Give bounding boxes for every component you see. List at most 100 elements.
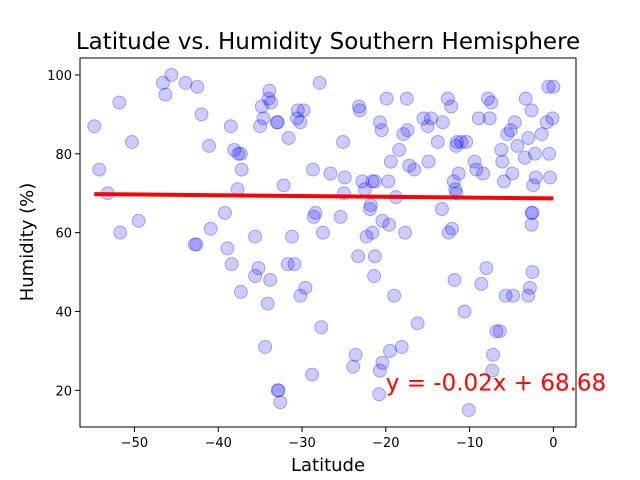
data-point — [233, 146, 248, 161]
data-point — [435, 115, 450, 130]
regression-line — [94, 192, 554, 201]
data-point — [306, 209, 321, 224]
data-point — [524, 217, 539, 232]
data-point — [372, 115, 387, 130]
data-point — [381, 174, 396, 189]
data-point — [528, 170, 543, 185]
data-point — [263, 272, 278, 287]
data-point — [254, 99, 269, 114]
data-point — [449, 138, 464, 153]
data-point — [290, 103, 305, 118]
data-point — [367, 249, 382, 264]
data-point — [398, 225, 413, 240]
data-point — [434, 201, 449, 216]
data-point — [312, 75, 327, 90]
regression-line-layer — [94, 192, 554, 201]
data-point — [387, 288, 402, 303]
y-axis-ticks: 20 40 60 80 100 — [47, 69, 80, 399]
data-point — [394, 339, 409, 354]
data-point — [461, 403, 476, 418]
data-point — [402, 158, 417, 173]
data-point — [227, 142, 242, 157]
data-point — [113, 225, 128, 240]
x-axis-title: Latitude — [291, 455, 365, 476]
x-tick-label: −50 — [121, 436, 148, 451]
data-point — [258, 339, 273, 354]
data-point — [352, 99, 366, 114]
data-point — [444, 99, 459, 114]
data-point — [124, 134, 139, 149]
data-point — [178, 75, 193, 90]
data-point — [260, 296, 275, 311]
data-point — [131, 213, 146, 228]
plot-frame — [79, 57, 577, 428]
data-point — [489, 324, 504, 339]
data-point — [482, 111, 497, 126]
data-point — [220, 241, 235, 256]
data-point — [367, 174, 382, 189]
data-point — [276, 178, 291, 193]
data-point — [518, 91, 533, 106]
data-point — [359, 229, 374, 244]
data-point — [234, 162, 249, 177]
data-point — [485, 363, 500, 378]
data-point — [187, 237, 202, 252]
data-point — [500, 127, 515, 142]
chart-title: Latitude vs. Humidity Southern Hemispher… — [76, 29, 580, 55]
data-point — [231, 146, 246, 161]
data-point — [296, 103, 311, 118]
data-point — [323, 166, 338, 181]
data-point — [496, 174, 511, 189]
data-point — [492, 324, 507, 339]
data-point — [546, 79, 561, 94]
data-point — [476, 166, 490, 181]
data-point — [248, 229, 263, 244]
data-point — [92, 162, 107, 177]
data-point — [217, 205, 232, 220]
regression-equation: y = -0.02x + 68.68 — [386, 370, 606, 396]
data-point — [372, 387, 387, 402]
data-point — [87, 119, 102, 134]
data-point — [336, 134, 351, 149]
data-point — [400, 123, 415, 138]
data-point — [399, 91, 414, 106]
data-point — [375, 355, 390, 370]
data-point — [450, 134, 465, 149]
data-point — [164, 67, 179, 82]
data-point — [305, 162, 320, 177]
data-point — [190, 79, 205, 94]
data-point — [224, 257, 239, 272]
data-point — [351, 249, 366, 264]
data-point — [372, 363, 387, 378]
x-tick-label: −10 — [456, 436, 483, 451]
data-point — [420, 119, 435, 134]
data-point — [308, 205, 323, 220]
data-point — [352, 103, 367, 118]
data-point — [467, 154, 482, 169]
data-point — [284, 229, 299, 244]
data-point — [158, 87, 173, 102]
data-point — [203, 221, 218, 236]
data-point — [355, 174, 370, 189]
data-point — [298, 280, 313, 295]
y-axis-title: Humidity (%) — [17, 183, 38, 302]
data-point — [505, 166, 520, 181]
data-point — [314, 320, 329, 335]
data-point — [447, 272, 462, 287]
data-point — [396, 127, 411, 142]
data-point — [446, 174, 461, 189]
data-point — [510, 138, 525, 153]
data-point — [375, 213, 390, 228]
data-point — [542, 146, 557, 161]
data-point — [305, 367, 320, 382]
x-tick-label: 0 — [549, 436, 557, 451]
data-point — [248, 269, 263, 284]
data-point — [287, 257, 302, 272]
data-point — [416, 111, 431, 126]
data-point — [362, 201, 377, 216]
y-tick-label: 20 — [55, 384, 72, 399]
data-point — [382, 217, 397, 232]
data-point — [273, 395, 288, 410]
data-point — [526, 178, 541, 193]
